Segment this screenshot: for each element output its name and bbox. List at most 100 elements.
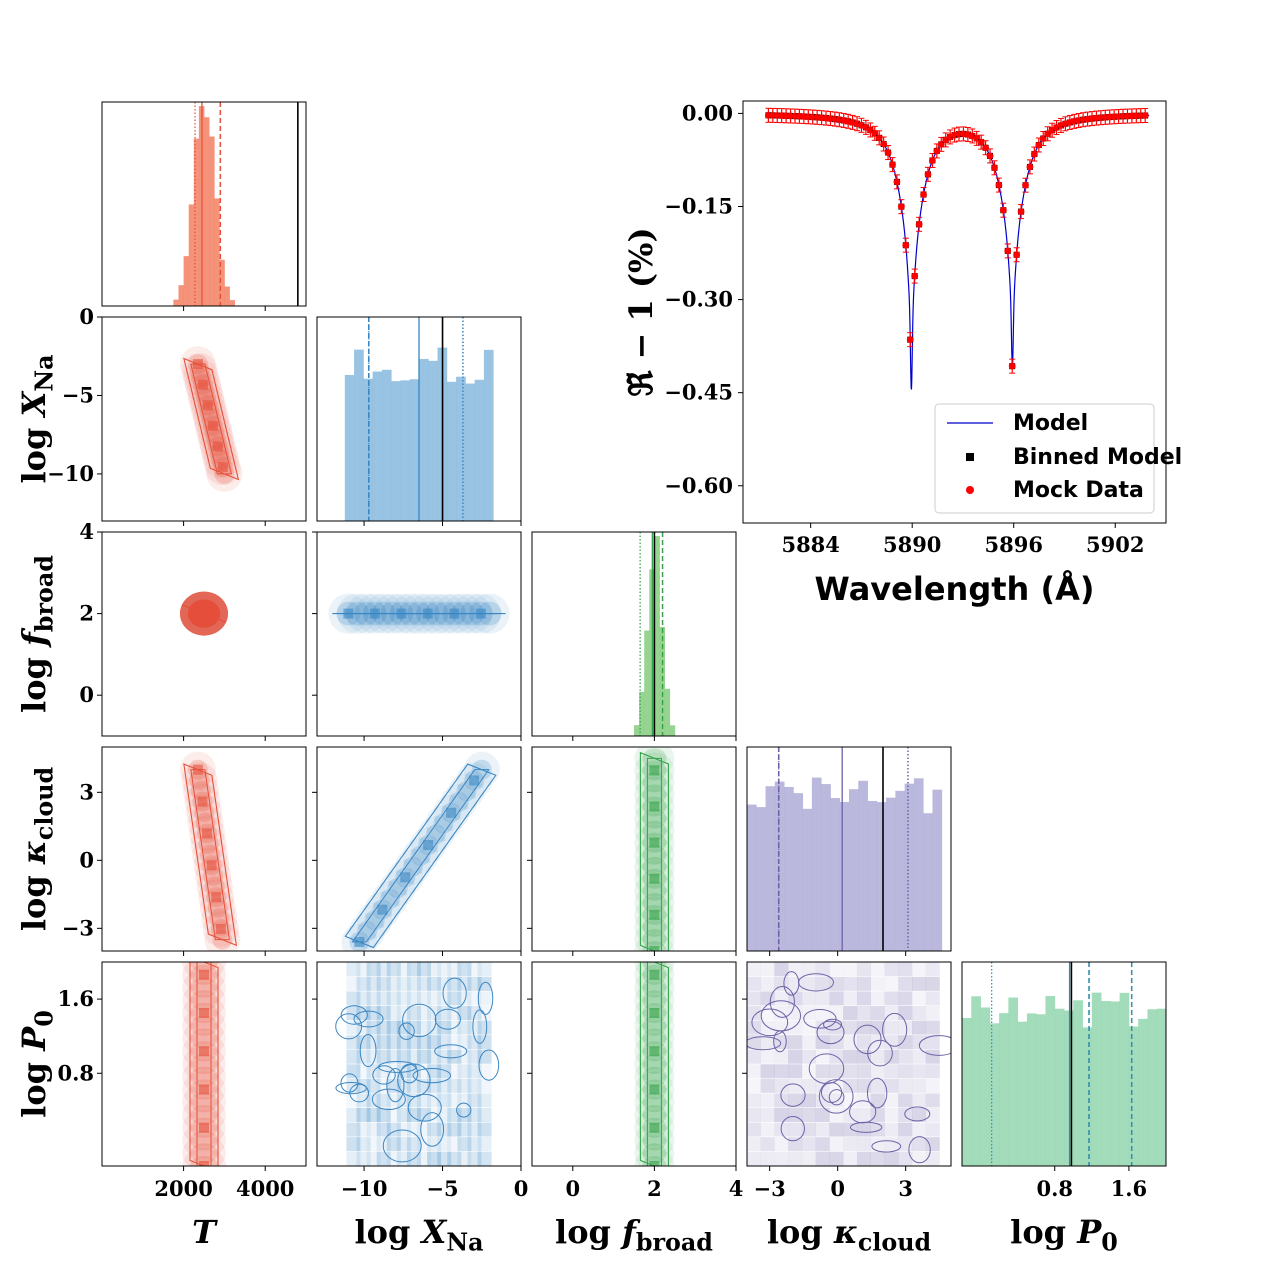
density-inner xyxy=(357,921,378,942)
density-inner xyxy=(642,916,667,937)
density-cell xyxy=(417,1006,432,1020)
hist-bar xyxy=(644,630,650,736)
density-cell xyxy=(427,1151,442,1166)
legend-label: Binned Model xyxy=(1013,445,1182,470)
density-peak xyxy=(649,1084,660,1095)
label-subscript: broad xyxy=(30,555,58,632)
label-symbol: T xyxy=(192,1213,218,1251)
hist-bar xyxy=(1082,1027,1093,1166)
density-inner xyxy=(642,990,667,1011)
density-cell xyxy=(366,976,381,991)
panel-content xyxy=(634,962,675,1166)
density-cell xyxy=(396,962,411,977)
contour-line xyxy=(646,757,662,951)
x-tick-label: 2000 xyxy=(154,1176,212,1201)
hist-bar xyxy=(904,783,915,951)
density-peak xyxy=(446,807,457,818)
contour-ring xyxy=(849,1100,877,1124)
density-peak xyxy=(423,840,434,851)
contour-ring xyxy=(402,1003,437,1038)
panel-content xyxy=(344,317,494,521)
contour-ring xyxy=(823,1018,843,1031)
density-cell xyxy=(898,1064,913,1079)
y-tick-label: 4 xyxy=(79,519,94,544)
corner-plot: −10 −5 0 0 2 4 −3 0 3 2000 4000 0.8 1.6 −10 −5 0 0 2 4 −3 0 3… xyxy=(15,101,1167,1256)
density-cell xyxy=(406,1137,421,1152)
density-cell xyxy=(747,1064,761,1079)
density-cell xyxy=(788,1137,803,1152)
label-log: log xyxy=(15,1051,53,1118)
density-inner xyxy=(425,824,446,845)
density-peak xyxy=(400,872,411,883)
hist-bar xyxy=(483,349,494,521)
density-cell xyxy=(447,1122,462,1137)
density-cell xyxy=(366,1108,381,1122)
contour-ring xyxy=(372,1065,396,1085)
density-cell xyxy=(843,1035,858,1050)
density-cell xyxy=(870,1093,885,1108)
x-tick-label: 0 xyxy=(565,1176,580,1201)
density-peak xyxy=(649,909,660,920)
density-inner xyxy=(642,892,667,913)
contour-ring xyxy=(442,977,467,1009)
density-cell xyxy=(760,962,775,977)
density-cell xyxy=(477,976,492,991)
density-outer xyxy=(634,1122,675,1159)
density-cell xyxy=(912,976,927,991)
density-cell xyxy=(788,1078,803,1093)
mock-data-point xyxy=(902,241,910,249)
contour-line xyxy=(351,769,490,943)
panel-content xyxy=(328,593,510,634)
hist-bar xyxy=(849,789,859,951)
contour-ring xyxy=(407,1093,442,1122)
contour-ring xyxy=(866,1077,888,1109)
y-tick-label: 3 xyxy=(79,779,94,804)
density-cell xyxy=(417,1108,432,1122)
density-inner xyxy=(642,820,667,841)
hist-bar xyxy=(1128,1026,1139,1166)
density-cell xyxy=(386,1035,401,1050)
density-cell xyxy=(801,1151,816,1166)
density-cell xyxy=(356,1122,371,1137)
density-cell xyxy=(477,1020,492,1035)
density-cell xyxy=(437,976,452,991)
density-cell xyxy=(477,1006,492,1020)
density-cell xyxy=(467,1151,482,1166)
density-cell xyxy=(856,976,871,991)
y-tick-label: 0.00 xyxy=(682,100,733,125)
contour-ring xyxy=(478,1049,500,1081)
hist-bar xyxy=(219,259,225,306)
panel-content xyxy=(179,751,241,951)
x-tick-label: 3 xyxy=(898,1176,913,1201)
density-cell xyxy=(870,1108,885,1122)
density-outer xyxy=(634,969,675,1006)
panel-content xyxy=(634,747,675,951)
y-tick-label: −10 xyxy=(47,461,94,486)
density-cell xyxy=(801,991,816,1006)
hist-bar xyxy=(224,286,230,306)
density-cell xyxy=(427,1137,442,1152)
density-cell xyxy=(396,1064,411,1079)
panel-0-1: −10 −5 0 xyxy=(47,304,307,526)
density-cell xyxy=(925,1049,940,1064)
density-inner xyxy=(642,1015,667,1036)
density-peak xyxy=(197,379,208,390)
label-log: log xyxy=(15,416,53,483)
density-inner xyxy=(195,812,216,833)
density-outer xyxy=(201,900,238,937)
density-cell xyxy=(788,1035,803,1050)
density-cell xyxy=(747,1006,761,1020)
contour-ring xyxy=(472,1009,488,1044)
contour-ring xyxy=(751,1008,789,1037)
density-cell xyxy=(477,1151,492,1166)
density-cell xyxy=(427,1064,442,1079)
density-cell xyxy=(437,1049,452,1064)
density-outer xyxy=(349,913,386,950)
density-outer xyxy=(634,1058,675,1095)
contour-line xyxy=(190,363,233,475)
y-tick-label: −3 xyxy=(62,915,94,940)
density-inner xyxy=(456,781,477,802)
density-inner xyxy=(642,1066,667,1087)
density-cell xyxy=(457,1006,472,1020)
hist-bar xyxy=(428,360,438,521)
